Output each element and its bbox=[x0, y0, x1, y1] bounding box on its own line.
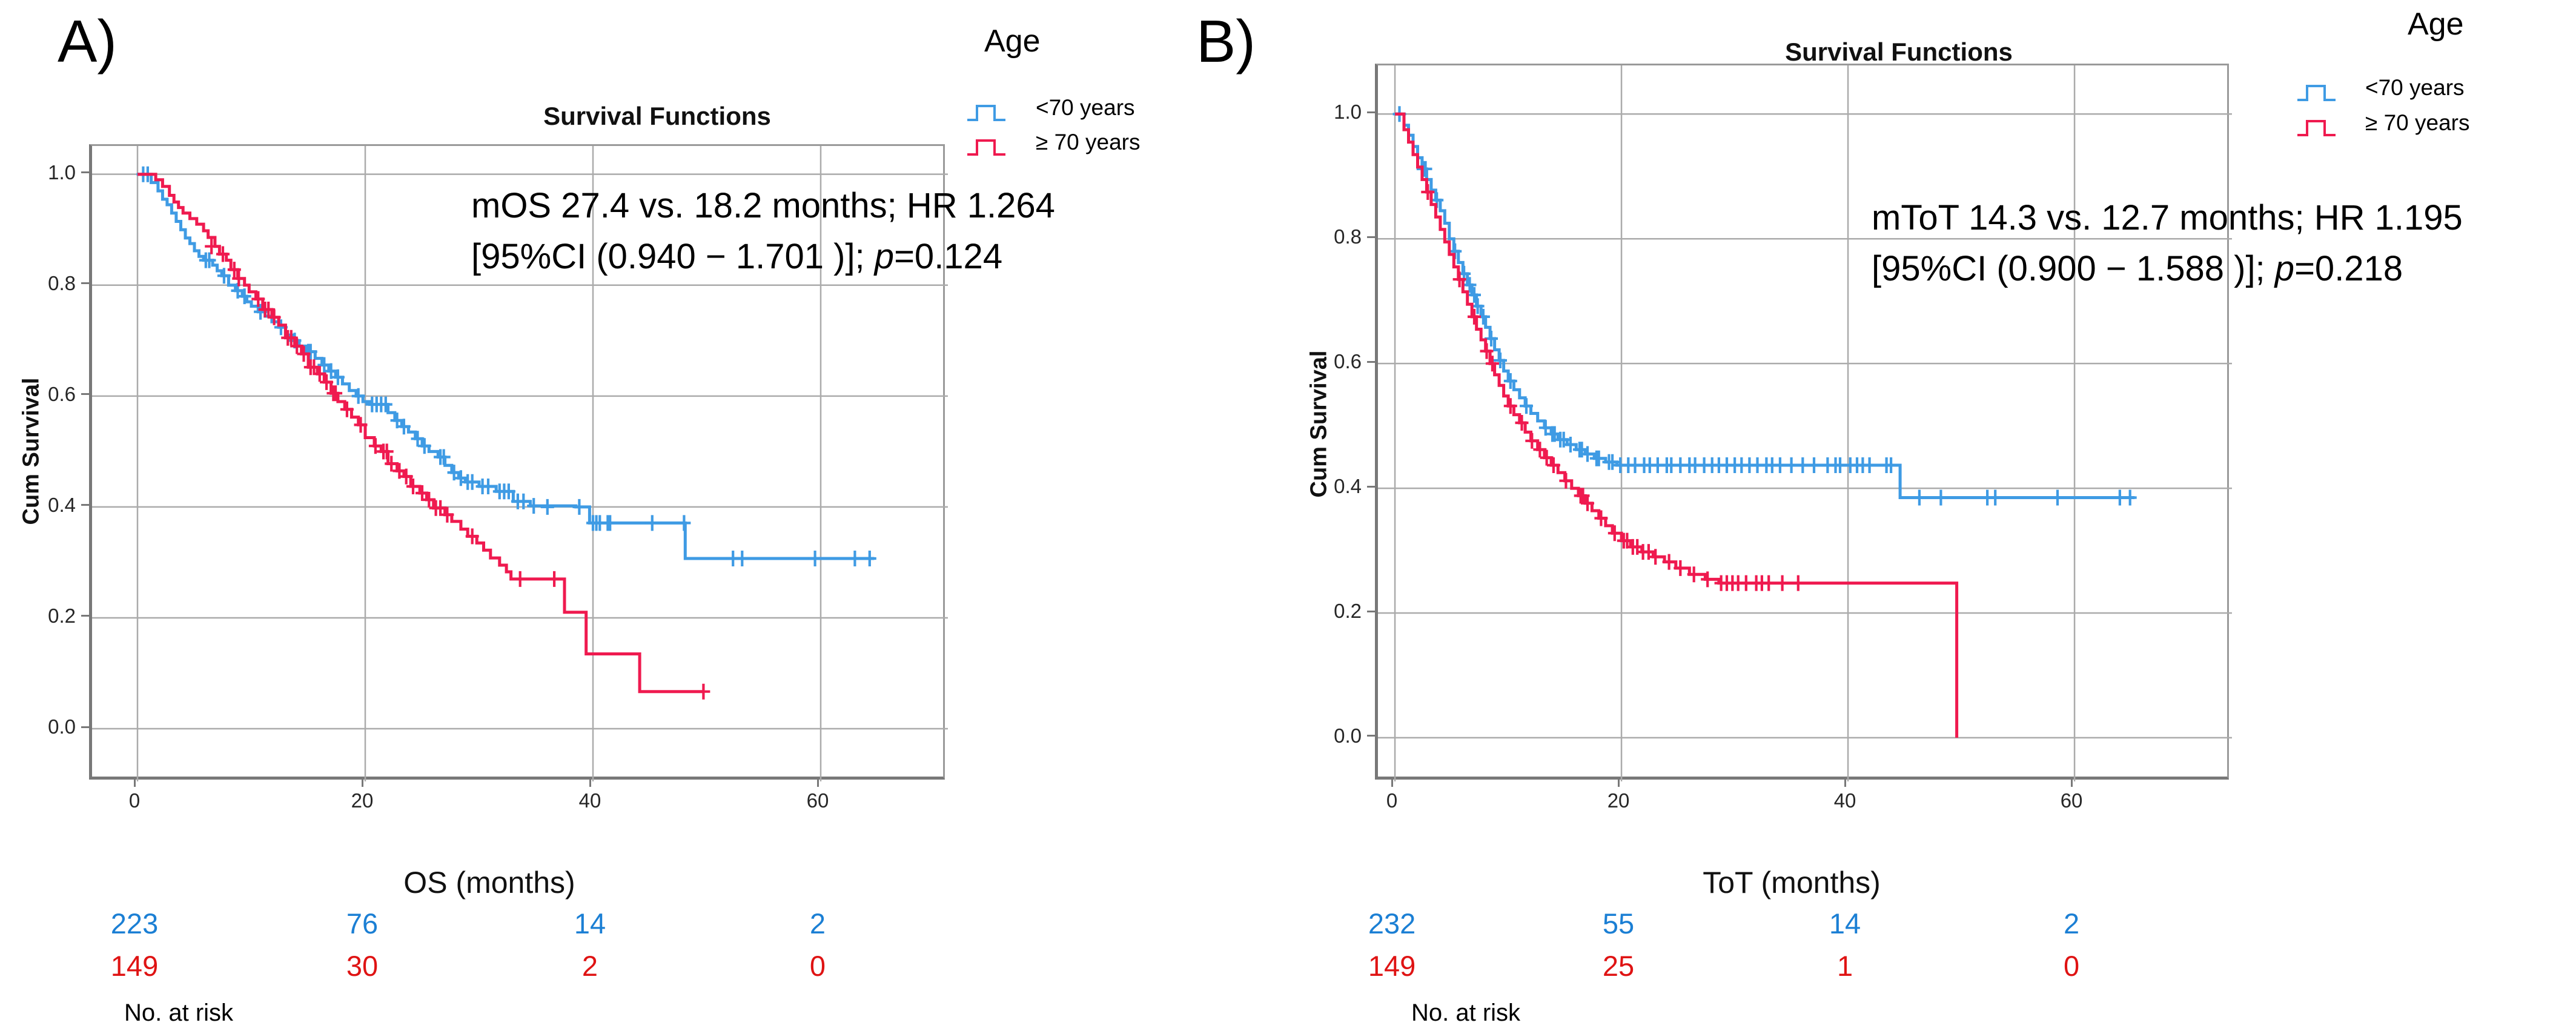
x-tick-label-60: 60 bbox=[2060, 789, 2083, 812]
panel-b-survival-chart bbox=[1378, 65, 2232, 781]
panel-a-annotation-line1: mOS 27.4 vs. 18.2 months; HR 1.264 bbox=[471, 186, 1055, 225]
panel-b-annotation-line2: [95%CI (0.900 − 1.588 )]; p=0.218 bbox=[1872, 249, 2403, 288]
x-tick-mark bbox=[589, 780, 591, 787]
at-risk-count-over70-t0: 149 bbox=[1368, 950, 1416, 982]
panel-b-annotation-line1: mToT 14.3 vs. 12.7 months; HR 1.195 bbox=[1872, 198, 2463, 237]
panel-b-legend-title: Age bbox=[2408, 7, 2464, 42]
censor-marks-under70 bbox=[1392, 106, 2137, 506]
x-tick-label-20: 20 bbox=[351, 789, 374, 812]
panel-a-plot-area bbox=[89, 144, 948, 781]
y-tick-label-0.0: 0.0 bbox=[1334, 724, 1362, 747]
y-tick-label-0.8: 0.8 bbox=[1334, 225, 1362, 248]
y-tick-label-1.0: 1.0 bbox=[48, 161, 76, 184]
y-tick-mark bbox=[81, 726, 89, 728]
y-tick-mark bbox=[81, 393, 89, 396]
panel-a-legend-item-under70: <70 years bbox=[1036, 95, 1135, 120]
x-tick-label-60: 60 bbox=[806, 789, 829, 812]
y-tick-label-0.2: 0.2 bbox=[1334, 600, 1362, 622]
panel-a-label: A) bbox=[58, 8, 117, 75]
panel-b-legend-item-over70: ≥ 70 years bbox=[2365, 110, 2470, 135]
censor-marks-over70 bbox=[205, 238, 710, 700]
at-risk-count-under70-t20: 55 bbox=[1602, 907, 1635, 940]
y-tick-label-0.4: 0.4 bbox=[1334, 475, 1362, 498]
km-curve-under70 bbox=[1395, 112, 2135, 499]
legend-step-line-red-icon bbox=[2297, 120, 2336, 136]
x-tick-mark bbox=[1844, 780, 1846, 787]
y-tick-label-0.6: 0.6 bbox=[48, 382, 76, 405]
at-risk-count-under70-t60: 2 bbox=[2063, 907, 2080, 940]
y-tick-label-0.6: 0.6 bbox=[1334, 350, 1362, 373]
x-tick-mark bbox=[1617, 780, 1620, 787]
panel-a-annotation: mOS 27.4 vs. 18.2 months; HR 1.264 [95%C… bbox=[471, 181, 1055, 282]
panel-b-plot-area bbox=[1375, 64, 2232, 781]
legend-step-line-red-icon bbox=[967, 139, 1005, 156]
x-tick-mark bbox=[133, 780, 136, 787]
at-risk-count-over70-t60: 0 bbox=[2063, 950, 2080, 982]
x-tick-mark bbox=[361, 780, 363, 787]
y-tick-mark bbox=[1367, 485, 1375, 488]
at-risk-count-over70-t20: 25 bbox=[1602, 950, 1635, 982]
at-risk-count-over70-t20: 30 bbox=[346, 950, 379, 982]
y-tick-mark bbox=[81, 504, 89, 506]
panel-a-annotation-line2: [95%CI (0.940 − 1.701 )]; p=0.124 bbox=[471, 237, 1003, 276]
panel-a-legend-item-over70: ≥ 70 years bbox=[1036, 130, 1141, 154]
y-tick-label-1.0: 1.0 bbox=[1334, 101, 1362, 124]
panel-b-no-at-risk-label: No. at risk bbox=[1411, 999, 1521, 1026]
x-tick-label-0: 0 bbox=[1386, 789, 1398, 812]
y-tick-mark bbox=[1367, 236, 1375, 238]
x-tick-mark bbox=[816, 780, 819, 787]
panel-b-x-axis-title: ToT (months) bbox=[1703, 866, 1881, 900]
y-tick-mark bbox=[81, 615, 89, 617]
censor-marks-over70 bbox=[1421, 184, 1805, 591]
y-tick-label-0.8: 0.8 bbox=[48, 271, 76, 294]
y-tick-mark bbox=[1367, 610, 1375, 612]
y-tick-label-0.4: 0.4 bbox=[48, 493, 76, 516]
panel-a-title: Survival Functions bbox=[543, 102, 771, 130]
y-tick-label-0.0: 0.0 bbox=[48, 715, 76, 738]
x-tick-mark bbox=[2070, 780, 2073, 787]
panel-a-legend-title: Age bbox=[984, 24, 1041, 59]
panel-a-no-at-risk-label: No. at risk bbox=[124, 999, 234, 1026]
at-risk-count-under70-t40: 14 bbox=[574, 907, 606, 940]
y-tick-mark bbox=[1367, 360, 1375, 363]
at-risk-count-over70-t60: 0 bbox=[809, 950, 826, 982]
at-risk-count-under70-t0: 223 bbox=[110, 907, 159, 940]
y-tick-label-0.2: 0.2 bbox=[48, 604, 76, 627]
at-risk-count-over70-t40: 2 bbox=[581, 950, 598, 982]
panel-b-title: Survival Functions bbox=[1785, 38, 2013, 66]
at-risk-count-under70-t0: 232 bbox=[1368, 907, 1416, 940]
panel-a-survival-chart bbox=[92, 146, 948, 781]
panel-b-label: B) bbox=[1196, 8, 1256, 75]
at-risk-count-under70-t60: 2 bbox=[809, 907, 826, 940]
x-tick-label-20: 20 bbox=[1607, 789, 1630, 812]
y-tick-mark bbox=[81, 171, 89, 174]
y-tick-mark bbox=[1367, 735, 1375, 737]
y-tick-mark bbox=[81, 282, 89, 285]
legend-step-line-blue-icon bbox=[2297, 85, 2336, 101]
at-risk-count-over70-t40: 1 bbox=[1836, 950, 1853, 982]
x-tick-label-0: 0 bbox=[128, 789, 141, 812]
at-risk-count-over70-t0: 149 bbox=[110, 950, 159, 982]
y-tick-mark bbox=[1367, 111, 1375, 113]
km-curve-over70 bbox=[1395, 112, 1959, 738]
panel-b-legend-item-under70: <70 years bbox=[2365, 75, 2465, 100]
x-tick-label-40: 40 bbox=[578, 789, 601, 812]
at-risk-count-under70-t20: 76 bbox=[346, 907, 379, 940]
x-tick-label-40: 40 bbox=[1833, 789, 1856, 812]
panel-a-x-axis-title: OS (months) bbox=[403, 866, 575, 900]
x-tick-mark bbox=[1391, 780, 1393, 787]
panel-b-annotation: mToT 14.3 vs. 12.7 months; HR 1.195 [95%… bbox=[1872, 193, 2463, 294]
at-risk-count-under70-t40: 14 bbox=[1829, 907, 1861, 940]
legend-step-line-blue-icon bbox=[967, 105, 1005, 121]
